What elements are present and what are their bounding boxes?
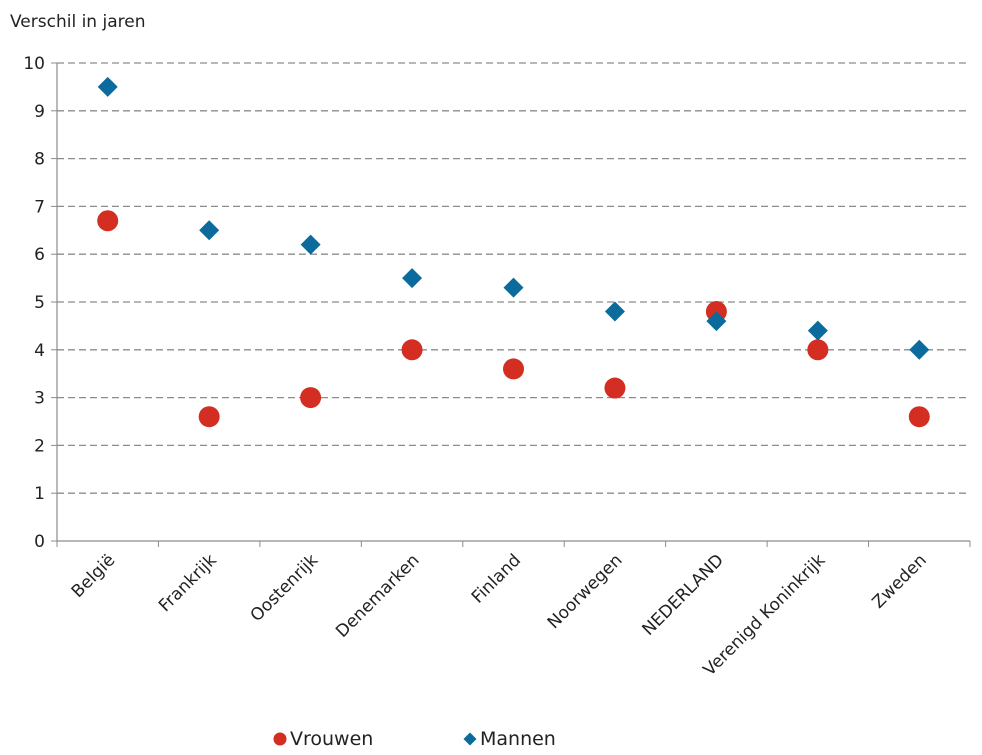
y-tick-label: 3 — [34, 389, 45, 409]
point-mannen — [604, 301, 625, 322]
y-tick-label: 6 — [34, 245, 45, 265]
y-tick-label: 10 — [23, 54, 45, 74]
point-vrouwen — [908, 406, 930, 428]
x-tick-label: Oostenrijk — [247, 550, 323, 626]
point-vrouwen — [503, 358, 524, 380]
y-tick-labels: 0 1 2 3 4 5 6 7 8 9 10 — [23, 54, 45, 552]
y-tick-label: 0 — [34, 532, 45, 552]
point-mannen — [503, 277, 524, 298]
y-tick-label: 1 — [34, 484, 45, 504]
point-vrouwen — [807, 339, 829, 361]
y-tick-label: 7 — [34, 197, 45, 217]
x-tick-label: Frankrijk — [155, 550, 221, 616]
y-tick-label: 2 — [34, 436, 45, 456]
y-tick-label: 5 — [34, 293, 45, 313]
point-mannen — [300, 234, 321, 255]
point-mannen — [199, 220, 220, 241]
x-tick-labels: België Frankrijk Oostenrijk Denemarken Finla… — [68, 550, 931, 680]
y-axis-label: Verschil in jaren — [10, 12, 145, 32]
legend-marker-vrouwen — [273, 732, 287, 746]
point-mannen — [706, 311, 727, 332]
point-vrouwen — [97, 210, 119, 232]
y-tick-label: 8 — [34, 150, 45, 170]
legend-label: Mannen — [480, 728, 556, 750]
point-mannen — [402, 268, 423, 289]
legend-marker-mannen — [463, 732, 477, 746]
legend-label: Vrouwen — [290, 728, 373, 750]
x-tick-label: Noorwegen — [544, 550, 627, 633]
x-tick-label: Denemarken — [332, 550, 423, 641]
point-mannen — [97, 76, 118, 97]
x-tick-label: Zweden — [869, 550, 931, 612]
x-tick-label: België — [68, 550, 119, 601]
point-vrouwen — [198, 406, 220, 428]
point-mannen — [807, 320, 828, 341]
point-mannen — [909, 339, 930, 360]
point-vrouwen — [300, 387, 322, 409]
point-vrouwen — [604, 377, 626, 399]
x-tick-label: Finland — [468, 550, 525, 607]
legend: Vrouwen Mannen — [273, 728, 556, 750]
x-tick-label: NEDERLAND — [639, 550, 728, 639]
y-tick-label: 9 — [34, 102, 45, 122]
series-markers — [97, 76, 930, 428]
point-vrouwen — [401, 339, 423, 361]
axes — [51, 62, 971, 547]
y-tick-label: 4 — [34, 341, 45, 361]
